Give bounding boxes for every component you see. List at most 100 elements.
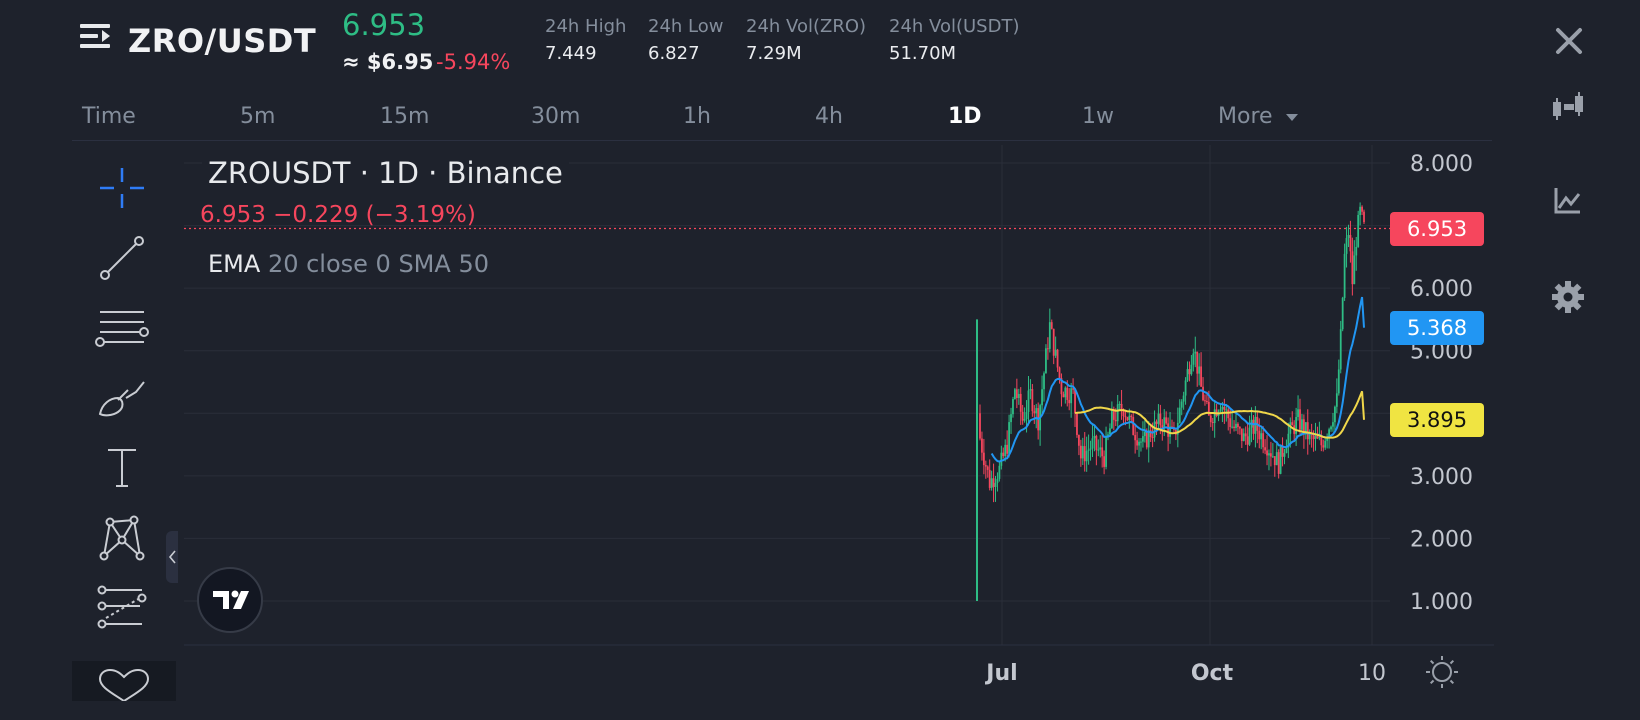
candle (1196, 351, 1199, 374)
candle (1351, 251, 1354, 285)
stat-label: 24h Low (648, 16, 724, 37)
candle (1029, 389, 1032, 391)
candle (1343, 253, 1346, 298)
candle (1240, 428, 1243, 441)
candle (1031, 389, 1034, 412)
tab-1d[interactable]: 1D (948, 104, 982, 129)
fib-tool[interactable] (92, 300, 156, 356)
candle (1302, 419, 1305, 435)
candle (981, 438, 983, 453)
candle (1221, 406, 1224, 410)
crosshair-tool[interactable] (92, 160, 156, 216)
change-24h: -5.94% (436, 50, 511, 74)
candle (1105, 436, 1107, 467)
candle (1306, 422, 1309, 440)
sun-icon[interactable] (1426, 656, 1458, 688)
candle (1060, 378, 1063, 395)
tab-more[interactable]: More (1218, 102, 1298, 138)
candle (1328, 429, 1330, 438)
stat-label: 24h High (545, 16, 627, 37)
candle (984, 465, 987, 467)
tab-1w[interactable]: 1w (1082, 104, 1114, 129)
stat-label: 24h Vol(ZRO) (746, 16, 867, 37)
gear-icon[interactable] (1550, 280, 1586, 314)
chart-legend-indicator[interactable]: EMA 20 close 0 SMA 50 (202, 248, 495, 280)
candle (1062, 394, 1065, 398)
chart-legend-title[interactable]: ZROUSDT · 1D · Binance (202, 156, 569, 190)
indicator-params: 20 close 0 SMA 50 (267, 250, 489, 278)
candle (1266, 450, 1268, 456)
candle (1000, 452, 1003, 466)
stat-value: 7.449 (545, 43, 597, 64)
prediction-tool[interactable] (92, 580, 156, 636)
candle (1070, 388, 1073, 404)
candle (1014, 389, 1016, 399)
candle (982, 452, 985, 466)
candle (1076, 413, 1078, 435)
candle (1322, 445, 1325, 448)
candle (1207, 401, 1210, 416)
candle (1194, 351, 1197, 354)
pattern-tool[interactable] (92, 510, 156, 566)
candle (1229, 418, 1232, 427)
text-tool[interactable] (92, 440, 156, 496)
candle (1058, 367, 1061, 379)
candle (990, 478, 993, 488)
candle (1188, 369, 1191, 375)
candle (1270, 453, 1272, 457)
tab-4h[interactable]: 4h (815, 104, 843, 129)
tab-time[interactable]: Time (82, 104, 136, 129)
tradingview-logo[interactable] (197, 567, 263, 633)
tab-5m[interactable]: 5m (240, 104, 276, 129)
candle (1345, 238, 1348, 254)
candle (1283, 452, 1286, 457)
candle (1015, 389, 1018, 398)
candle (1353, 255, 1356, 285)
close-icon[interactable] (1552, 24, 1586, 58)
candle (1109, 428, 1111, 435)
candle (1320, 437, 1323, 446)
stat-24h-vol-zro: 24h Vol(ZRO) 7.29M (746, 16, 866, 64)
fib-icon (95, 311, 149, 347)
candle (1161, 425, 1164, 428)
candle (1337, 369, 1340, 394)
time-axis-label: Jul (984, 661, 1017, 686)
menu-icon[interactable] (80, 24, 112, 58)
candle (1004, 444, 1007, 457)
candle (1116, 404, 1119, 422)
candle (1295, 417, 1298, 434)
stat-24h-high: 24h High 7.449 (545, 16, 626, 64)
candle (1316, 435, 1319, 439)
brush-tool[interactable] (92, 370, 156, 426)
candle (1180, 401, 1183, 408)
tab-15m[interactable]: 15m (380, 104, 430, 129)
candle (1301, 419, 1303, 430)
stat-value: 51.70M (889, 43, 957, 64)
candle (1103, 456, 1106, 467)
candle (1287, 433, 1290, 448)
candle (1297, 409, 1299, 418)
tab-1h[interactable]: 1h (683, 104, 711, 129)
candle (1046, 348, 1049, 350)
candle (1124, 416, 1127, 418)
candle (1200, 366, 1202, 387)
candle (1122, 410, 1125, 417)
tab-30m[interactable]: 30m (531, 104, 581, 129)
pair-title[interactable]: ZRO/USDT (128, 22, 317, 60)
trend-line-tool[interactable] (92, 230, 156, 286)
candles-icon[interactable] (1550, 90, 1586, 124)
toolbar-collapse-button[interactable] (166, 531, 178, 583)
candle (1079, 445, 1082, 459)
candle (1074, 389, 1076, 414)
candle (1299, 409, 1301, 430)
candle (1209, 415, 1212, 422)
candle (1349, 235, 1352, 252)
candle (1002, 452, 1005, 457)
candle (1341, 297, 1344, 330)
candle (1068, 399, 1071, 404)
favorites-tool[interactable] (72, 661, 176, 701)
indicator-icon[interactable] (1550, 184, 1586, 218)
tabs-divider (72, 140, 1492, 141)
candle (1126, 417, 1129, 421)
